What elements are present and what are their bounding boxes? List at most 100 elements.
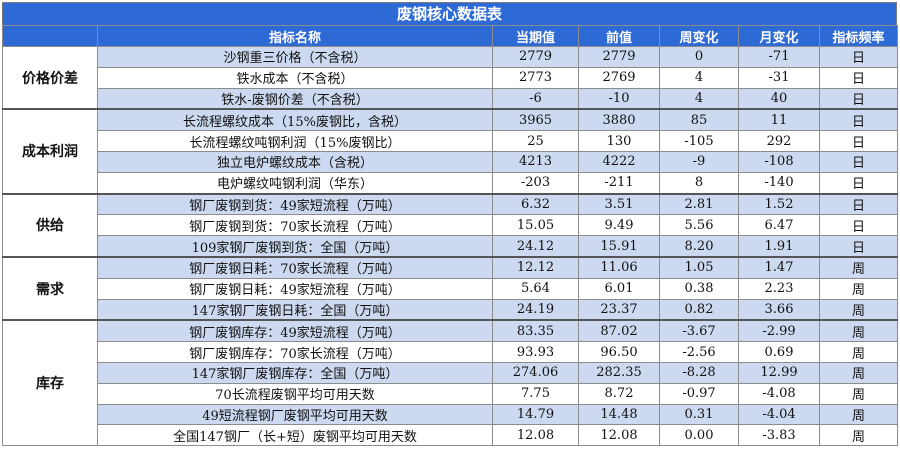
weekly-change-cell: 5.56 — [659, 214, 739, 237]
table-row: 铁水成本（不含税） 2773 2769 4 -31 日 — [3, 66, 898, 89]
indicator-name-cell: 电炉螺纹吨钢利润（华东） — [97, 171, 493, 195]
frequency-cell: 周 — [819, 382, 898, 405]
previous-value-cell: 2769 — [578, 66, 660, 89]
current-value-cell: 3965 — [492, 108, 579, 132]
table-row: 库存 钢厂废钢库存：49家短流程（万吨） 83.35 87.02 -3.67 -2.99 周 — [2, 319, 898, 447]
previous-value-cell: -10 — [578, 87, 660, 110]
weekly-change-cell: -3.67 — [659, 319, 739, 343]
monthly-change-cell: -4.04 — [738, 403, 820, 426]
monthly-change-cell: 3.66 — [738, 298, 820, 321]
frequency-cell: 日 — [819, 235, 898, 258]
previous-value-cell: 282.35 — [578, 361, 660, 384]
monthly-change-cell: -140 — [738, 171, 820, 195]
indicator-name-cell: 147家钢厂废钢库存：全国（万吨） — [97, 361, 493, 384]
monthly-change-cell: -4.08 — [738, 382, 820, 405]
header-weekly-change: 周变化 — [659, 25, 739, 47]
weekly-change-cell: -0.97 — [659, 382, 739, 405]
monthly-change-cell: -3.83 — [738, 424, 820, 447]
previous-value-cell: 87.02 — [578, 319, 660, 343]
previous-value-cell: 11.06 — [578, 255, 660, 279]
weekly-change-cell: 0.38 — [659, 277, 739, 300]
category-cell: 供给 — [2, 192, 98, 258]
previous-value-cell: 130 — [578, 130, 660, 152]
indicator-name-cell: 沙钢重三价格（不含税） — [97, 46, 493, 68]
weekly-change-cell: 0.31 — [659, 403, 739, 426]
table-row: 钢厂废钢库存：70家长流程（万吨） 93.93 96.50 -2.56 0.69 周 — [3, 341, 898, 363]
weekly-change-cell: 85 — [659, 108, 739, 132]
indicator-name-cell: 钢厂废钢到货：70家长流程（万吨） — [97, 214, 493, 237]
table-row: 供给 钢厂废钢到货：49家短流程（万吨） 6.32 3.51 2.81 1.52 日 — [2, 192, 898, 258]
table-row: 独立电炉螺纹成本（含税） 4213 4222 -9 -108 日 — [3, 150, 898, 173]
previous-value-cell: 14.48 — [578, 403, 660, 426]
indicator-name-cell: 钢厂废钢日耗：70家长流程（万吨） — [97, 255, 493, 279]
current-value-cell: 12.12 — [492, 255, 579, 279]
table-row: 电炉螺纹吨钢利润（华东） -203 -211 8 -140 日 — [3, 171, 898, 195]
category-cell: 成本利润 — [2, 108, 98, 195]
current-value-cell: 12.08 — [492, 424, 579, 447]
header-monthly-change: 月变化 — [738, 25, 820, 47]
current-value-cell: 4213 — [492, 150, 579, 173]
scrap-steel-data-table: 指标名称 当期值 前值 周变化 月变化 指标频率 价格价差 沙钢重三价格（不含税）… — [2, 25, 898, 447]
frequency-cell: 周 — [819, 319, 898, 343]
table-title: 废钢核心数据表 — [2, 2, 897, 25]
monthly-change-cell: 6.47 — [738, 214, 820, 237]
frequency-cell: 日 — [819, 150, 898, 173]
current-value-cell: 2773 — [492, 66, 579, 89]
weekly-change-cell: 0.00 — [659, 424, 739, 447]
category-cell: 需求 — [2, 255, 98, 321]
previous-value-cell: 12.08 — [578, 424, 660, 447]
monthly-change-cell: 12.99 — [738, 361, 820, 384]
weekly-change-cell: 8.20 — [659, 235, 739, 258]
table-row: 109家钢厂废钢到货：全国（万吨） 24.12 15.91 8.20 1.91 日 — [3, 235, 898, 258]
table-row: 价格价差 沙钢重三价格（不含税） 2779 2779 0 -71 日 — [2, 46, 898, 110]
current-value-cell: 24.12 — [492, 235, 579, 258]
indicator-name-cell: 70长流程废钢平均可用天数 — [97, 382, 493, 405]
indicator-name-cell: 钢厂废钢日耗：49家短流程（万吨） — [97, 277, 493, 300]
frequency-cell: 周 — [819, 403, 898, 426]
frequency-cell: 日 — [819, 192, 898, 216]
weekly-change-cell: -2.56 — [659, 341, 739, 363]
current-value-cell: 274.06 — [492, 361, 579, 384]
monthly-change-cell: 0.69 — [738, 341, 820, 363]
table-row: 70长流程废钢平均可用天数 7.75 8.72 -0.97 -4.08 周 — [3, 382, 898, 405]
table-row: 147家钢厂废钢库存：全国（万吨） 274.06 282.35 -8.28 12.99 周 — [3, 361, 898, 384]
monthly-change-cell: -71 — [738, 46, 820, 68]
previous-value-cell: 6.01 — [578, 277, 660, 300]
header-current-value: 当期值 — [492, 25, 579, 47]
frequency-cell: 日 — [819, 108, 898, 132]
previous-value-cell: 9.49 — [578, 214, 660, 237]
table-row: 49短流程钢厂废钢平均可用天数 14.79 14.48 0.31 -4.04 周 — [3, 403, 898, 426]
current-value-cell: 93.93 — [492, 341, 579, 363]
frequency-cell: 日 — [819, 171, 898, 195]
indicator-name-cell: 钢厂废钢库存：70家长流程（万吨） — [97, 341, 493, 363]
indicator-name-cell: 全国147钢厂（长+短）废钢平均可用天数 — [97, 424, 493, 447]
frequency-cell: 周 — [819, 424, 898, 447]
data-table-panel: 废钢核心数据表 指标名称 当期值 前值 周变化 月变化 指标频率 价格价差 沙钢重… — [2, 2, 898, 447]
indicator-name-cell: 钢厂废钢到货：49家短流程（万吨） — [97, 192, 493, 216]
current-value-cell: 2779 — [492, 46, 579, 68]
previous-value-cell: 2779 — [578, 46, 660, 68]
previous-value-cell: -211 — [578, 171, 660, 195]
indicator-name-cell: 铁水-废钢价差（不含税） — [97, 87, 493, 110]
monthly-change-cell: -2.99 — [738, 319, 820, 343]
indicator-name-cell: 49短流程钢厂废钢平均可用天数 — [97, 403, 493, 426]
weekly-change-cell: 1.05 — [659, 255, 739, 279]
header-frequency: 指标频率 — [819, 25, 898, 47]
indicator-name-cell: 109家钢厂废钢到货：全国（万吨） — [97, 235, 493, 258]
weekly-change-cell: -9 — [659, 150, 739, 173]
weekly-change-cell: 2.81 — [659, 192, 739, 216]
current-value-cell: 24.19 — [492, 298, 579, 321]
frequency-cell: 日 — [819, 46, 898, 68]
table-row: 147家钢厂废钢日耗：全国（万吨） 24.19 23.37 0.82 3.66 周 — [3, 298, 898, 321]
current-value-cell: 25 — [492, 130, 579, 152]
indicator-name-cell: 独立电炉螺纹成本（含税） — [97, 150, 493, 173]
weekly-change-cell: 4 — [659, 66, 739, 89]
table-row: 成本利润 长流程螺纹成本（15%废钢比，含税） 3965 3880 85 11 日 — [2, 108, 898, 195]
weekly-change-cell: -105 — [659, 130, 739, 152]
indicator-name-cell: 钢厂废钢库存：49家短流程（万吨） — [97, 319, 493, 343]
current-value-cell: 6.32 — [492, 192, 579, 216]
table-row: 需求 钢厂废钢日耗：70家长流程（万吨） 12.12 11.06 1.05 1.47 周 — [2, 255, 898, 321]
indicator-name-cell: 长流程螺纹吨钢利润（15%废钢比） — [97, 130, 493, 152]
weekly-change-cell: 0.82 — [659, 298, 739, 321]
frequency-cell: 周 — [819, 277, 898, 300]
